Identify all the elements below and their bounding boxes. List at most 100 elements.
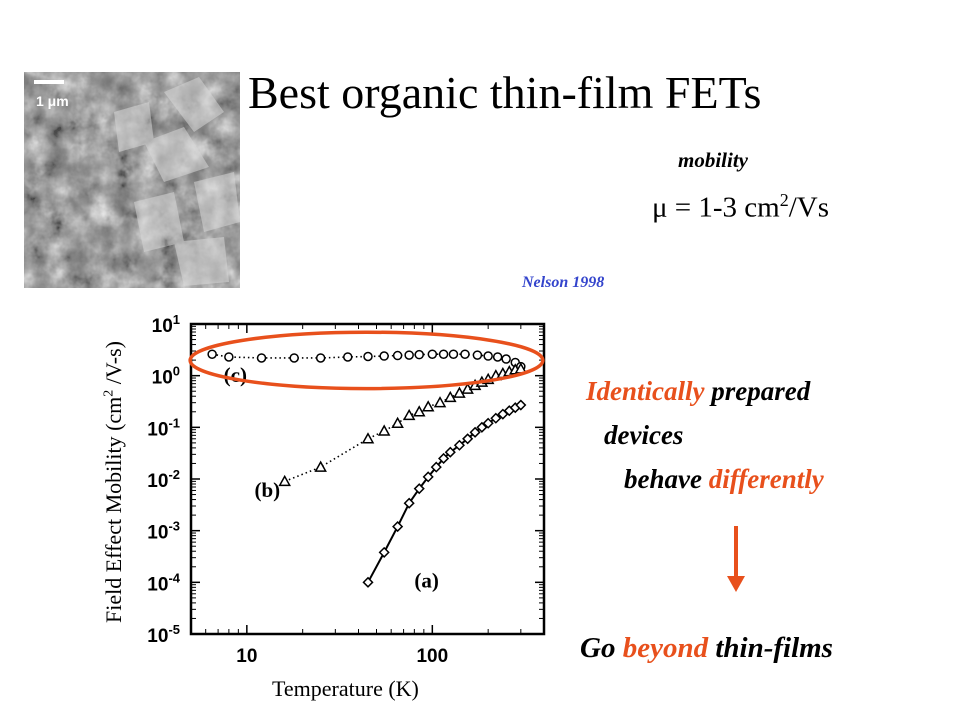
citation: Nelson 1998 — [522, 274, 605, 291]
y-tick-label: 10-3 — [147, 519, 180, 544]
y-tick-label: 10-2 — [147, 467, 180, 492]
y-tick-label-base: 10 — [152, 368, 173, 389]
note-accent-differently: differently — [708, 464, 824, 494]
data-point — [207, 349, 217, 359]
data-point — [363, 351, 373, 362]
mobility-value-unit: /Vs — [788, 191, 830, 224]
data-point — [462, 433, 474, 445]
data-point — [413, 483, 425, 495]
y-tick-label: 10-5 — [147, 622, 180, 647]
data-point — [492, 352, 503, 362]
conclusion-text: Go beyond thin-films — [580, 632, 833, 665]
data-point — [362, 576, 374, 588]
x-axis-label: Temperature (K) — [272, 676, 419, 701]
y-tick-label-base: 10 — [152, 316, 173, 337]
note-line-2: devices — [604, 420, 684, 450]
y-axis-label-main: Field Effect Mobility (cm — [101, 396, 126, 623]
y-tick-label-exp: 1 — [173, 312, 180, 327]
data-point — [404, 350, 414, 360]
data-point — [315, 353, 326, 363]
data-point — [378, 546, 390, 558]
data-point — [460, 349, 470, 359]
data-point — [453, 439, 465, 451]
micrograph-image: 1 μm — [24, 72, 240, 288]
series-label: (c) — [224, 363, 247, 387]
x-tick-label: 100 — [416, 646, 448, 667]
y-tick-label-base: 10 — [147, 419, 168, 440]
data-point — [377, 424, 391, 436]
mobility-value-main: μ = 1-3 cm — [652, 191, 780, 224]
afm-micrograph: 1 μm — [24, 72, 240, 288]
data-point — [379, 351, 389, 361]
conclusion-post: thin-films — [708, 632, 833, 664]
data-point — [438, 452, 450, 465]
data-point — [224, 352, 234, 362]
data-point — [392, 521, 404, 533]
note-line-3: behave differently — [624, 464, 824, 495]
y-tick-label: 100 — [152, 364, 180, 389]
y-axis-label-unit: /V-s) — [101, 341, 126, 390]
y-axis-label: Field Effect Mobility (cm2 /V-s) — [101, 341, 127, 623]
y-tick-label-exp: -2 — [168, 467, 180, 482]
y-tick-label: 10-1 — [147, 415, 180, 440]
data-point — [490, 412, 502, 424]
data-point — [412, 405, 426, 417]
data-point — [430, 461, 442, 473]
data-point — [483, 351, 493, 361]
mobility-value: μ = 1-3 cm2/Vs — [652, 190, 829, 225]
x-tick-label: 10 — [236, 646, 257, 667]
scale-bar-label: 1 μm — [36, 93, 69, 109]
data-point — [289, 353, 299, 363]
chart-series: (c) (b) (a) — [207, 349, 528, 592]
y-tick-label: 101 — [152, 312, 180, 337]
conclusion-pre: Go — [580, 632, 623, 664]
y-tick-label-exp: -1 — [168, 415, 180, 430]
data-point — [256, 353, 267, 363]
data-point — [469, 426, 481, 438]
series-line — [367, 404, 522, 583]
y-axis-label-sup: 2 — [101, 389, 117, 397]
mobility-value-sup: 2 — [779, 190, 789, 210]
y-axis-label-wrap: Field Effect Mobility (cm2 /V-s) — [94, 292, 134, 672]
y-tick-label-exp: -3 — [168, 519, 180, 534]
data-point — [501, 354, 511, 364]
slide-title: Best organic thin-film FETs — [248, 67, 762, 118]
data-point — [391, 416, 404, 428]
data-point — [515, 399, 527, 411]
down-arrow-icon — [727, 526, 745, 592]
highlight-ellipse — [188, 330, 545, 391]
note-line-3-rest: behave — [624, 464, 709, 494]
data-point — [422, 471, 434, 483]
data-point — [472, 350, 483, 360]
note-line-1: Identically prepared — [586, 376, 810, 407]
data-point — [453, 386, 466, 398]
y-tick-label-base: 10 — [147, 471, 168, 492]
y-tick-label-base: 10 — [147, 523, 168, 544]
conclusion-accent: beyond — [622, 632, 709, 664]
chart-highlight — [188, 330, 545, 391]
data-point — [476, 421, 488, 433]
series-label: (b) — [255, 478, 281, 502]
y-tick-label-exp: -5 — [168, 622, 180, 637]
mobility-label: mobility — [678, 148, 748, 172]
data-point — [414, 349, 424, 360]
micrograph-crystals — [114, 77, 240, 286]
data-point — [314, 460, 327, 472]
y-tick-label-exp: -4 — [168, 570, 180, 585]
series-label: (a) — [414, 568, 439, 592]
scale-bar — [34, 80, 64, 84]
data-point — [343, 352, 353, 362]
data-point — [392, 350, 403, 361]
note-accent-identically: Identically — [586, 376, 705, 406]
data-point — [433, 396, 447, 408]
y-tick-label: 10-4 — [147, 570, 180, 595]
data-point — [403, 497, 415, 509]
data-point — [444, 446, 456, 458]
data-point — [427, 349, 438, 359]
y-tick-label-exp: 0 — [173, 364, 180, 379]
data-point — [361, 432, 375, 444]
data-point — [448, 349, 459, 359]
y-tick-label-base: 10 — [147, 626, 168, 647]
